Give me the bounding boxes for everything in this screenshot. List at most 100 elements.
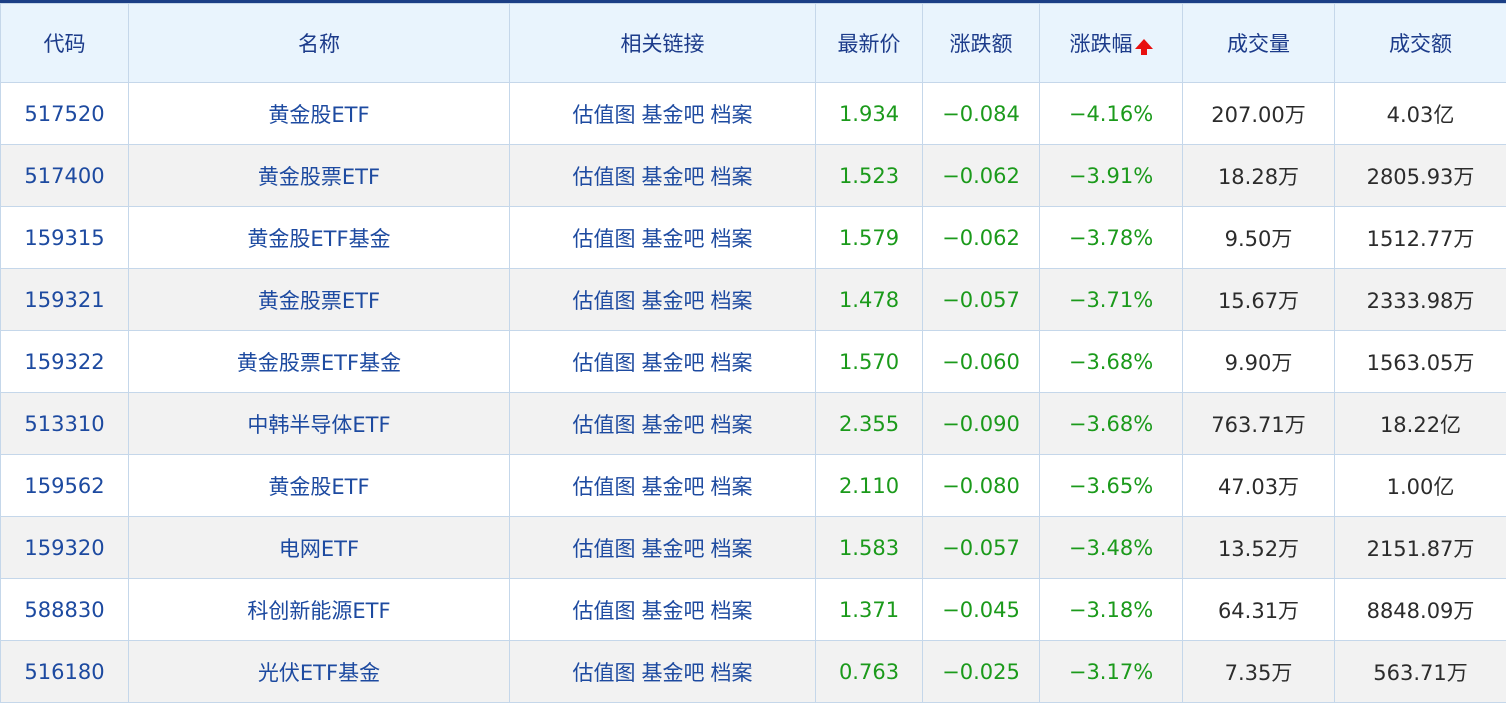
header-name[interactable]: 名称	[128, 3, 510, 83]
link-fund-forum[interactable]: 基金吧	[641, 474, 705, 499]
code-link[interactable]: 159320	[0, 516, 129, 579]
latest-price: 1.523	[815, 144, 923, 207]
name-link[interactable]: 光伏ETF基金	[128, 640, 510, 703]
link-fund-forum[interactable]: 基金吧	[641, 350, 705, 375]
link-profile[interactable]: 档案	[710, 226, 753, 251]
latest-price: 1.579	[815, 206, 923, 269]
latest-price: 0.763	[815, 640, 923, 703]
link-profile[interactable]: 档案	[710, 536, 753, 561]
change-amount: −0.090	[922, 392, 1040, 455]
link-profile[interactable]: 档案	[710, 474, 753, 499]
code-link[interactable]: 517520	[0, 82, 129, 145]
change-percent: −3.18%	[1039, 578, 1183, 641]
link-fund-forum[interactable]: 基金吧	[641, 536, 705, 561]
change-percent: −3.68%	[1039, 392, 1183, 455]
table-row: 513310 中韩半导体ETF 估值图 基金吧 档案 2.355 −0.090 −3.68% 7…	[0, 392, 1506, 455]
code-link[interactable]: 159322	[0, 330, 129, 393]
link-profile[interactable]: 档案	[710, 412, 753, 437]
change-amount: −0.057	[922, 516, 1040, 579]
change-percent: −3.48%	[1039, 516, 1183, 579]
latest-price: 1.570	[815, 330, 923, 393]
link-valuation-chart[interactable]: 估值图	[572, 226, 636, 251]
link-valuation-chart[interactable]: 估值图	[572, 474, 636, 499]
link-fund-forum[interactable]: 基金吧	[641, 412, 705, 437]
header-pct[interactable]: 涨跌幅	[1039, 3, 1183, 83]
latest-price: 1.583	[815, 516, 923, 579]
code-link[interactable]: 159321	[0, 268, 129, 331]
link-valuation-chart[interactable]: 估值图	[572, 350, 636, 375]
related-links: 估值图 基金吧 档案	[509, 82, 816, 145]
name-link[interactable]: 黄金股票ETF	[128, 268, 510, 331]
turnover: 2805.93万	[1334, 144, 1506, 207]
change-percent: −4.16%	[1039, 82, 1183, 145]
change-amount: −0.062	[922, 144, 1040, 207]
change-percent: −3.65%	[1039, 454, 1183, 517]
link-valuation-chart[interactable]: 估值图	[572, 660, 636, 685]
change-percent: −3.68%	[1039, 330, 1183, 393]
related-links: 估值图 基金吧 档案	[509, 454, 816, 517]
link-fund-forum[interactable]: 基金吧	[641, 102, 705, 127]
related-links: 估值图 基金吧 档案	[509, 392, 816, 455]
volume: 18.28万	[1182, 144, 1335, 207]
link-valuation-chart[interactable]: 估值图	[572, 288, 636, 313]
change-percent: −3.17%	[1039, 640, 1183, 703]
link-profile[interactable]: 档案	[710, 350, 753, 375]
link-fund-forum[interactable]: 基金吧	[641, 164, 705, 189]
turnover: 1512.77万	[1334, 206, 1506, 269]
name-link[interactable]: 黄金股票ETF基金	[128, 330, 510, 393]
change-amount: −0.045	[922, 578, 1040, 641]
code-link[interactable]: 159315	[0, 206, 129, 269]
code-link[interactable]: 513310	[0, 392, 129, 455]
table-row: 159562 黄金股ETF 估值图 基金吧 档案 2.110 −0.080 −3.65% 47.…	[0, 454, 1506, 517]
related-links: 估值图 基金吧 档案	[509, 144, 816, 207]
link-fund-forum[interactable]: 基金吧	[641, 660, 705, 685]
change-percent: −3.71%	[1039, 268, 1183, 331]
code-link[interactable]: 517400	[0, 144, 129, 207]
sort-arrow-up-icon[interactable]	[1134, 39, 1153, 55]
name-link[interactable]: 黄金股ETF	[128, 82, 510, 145]
volume: 15.67万	[1182, 268, 1335, 331]
volume: 9.90万	[1182, 330, 1335, 393]
link-fund-forum[interactable]: 基金吧	[641, 598, 705, 623]
etf-table: 代码 名称 相关链接 最新价 涨跌额 涨跌幅 成交量 成交额 517520 黄金股…	[0, 3, 1506, 703]
code-link[interactable]: 159562	[0, 454, 129, 517]
link-profile[interactable]: 档案	[710, 102, 753, 127]
turnover: 1563.05万	[1334, 330, 1506, 393]
name-link[interactable]: 黄金股票ETF	[128, 144, 510, 207]
name-link[interactable]: 黄金股ETF基金	[128, 206, 510, 269]
link-valuation-chart[interactable]: 估值图	[572, 536, 636, 561]
link-profile[interactable]: 档案	[710, 288, 753, 313]
latest-price: 1.478	[815, 268, 923, 331]
link-valuation-chart[interactable]: 估值图	[572, 164, 636, 189]
link-valuation-chart[interactable]: 估值图	[572, 598, 636, 623]
header-links: 相关链接	[509, 3, 816, 83]
name-link[interactable]: 黄金股ETF	[128, 454, 510, 517]
volume: 13.52万	[1182, 516, 1335, 579]
change-amount: −0.062	[922, 206, 1040, 269]
header-volume[interactable]: 成交量	[1182, 3, 1335, 83]
header-amount[interactable]: 成交额	[1334, 3, 1506, 83]
link-profile[interactable]: 档案	[710, 164, 753, 189]
link-profile[interactable]: 档案	[710, 598, 753, 623]
header-price[interactable]: 最新价	[815, 3, 923, 83]
header-pct-label: 涨跌幅	[1069, 32, 1133, 56]
link-profile[interactable]: 档案	[710, 660, 753, 685]
name-link[interactable]: 电网ETF	[128, 516, 510, 579]
name-link[interactable]: 科创新能源ETF	[128, 578, 510, 641]
link-valuation-chart[interactable]: 估值图	[572, 412, 636, 437]
code-link[interactable]: 516180	[0, 640, 129, 703]
link-fund-forum[interactable]: 基金吧	[641, 226, 705, 251]
header-code[interactable]: 代码	[0, 3, 129, 83]
header-change[interactable]: 涨跌额	[922, 3, 1040, 83]
name-link[interactable]: 中韩半导体ETF	[128, 392, 510, 455]
table-row: 159321 黄金股票ETF 估值图 基金吧 档案 1.478 −0.057 −3.71% 15…	[0, 268, 1506, 331]
table-row: 159320 电网ETF 估值图 基金吧 档案 1.583 −0.057 −3.48% 13.5…	[0, 516, 1506, 579]
link-valuation-chart[interactable]: 估值图	[572, 102, 636, 127]
turnover: 2333.98万	[1334, 268, 1506, 331]
change-amount: −0.060	[922, 330, 1040, 393]
volume: 763.71万	[1182, 392, 1335, 455]
link-fund-forum[interactable]: 基金吧	[641, 288, 705, 313]
code-link[interactable]: 588830	[0, 578, 129, 641]
change-percent: −3.78%	[1039, 206, 1183, 269]
